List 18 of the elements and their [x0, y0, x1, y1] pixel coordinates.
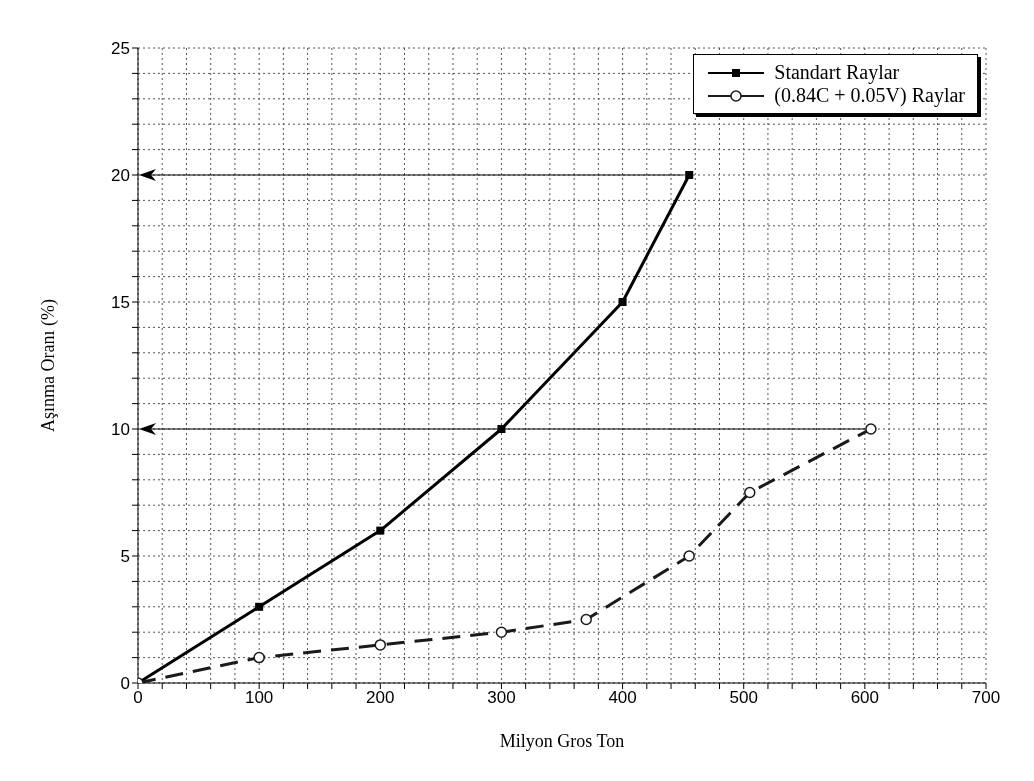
x-tick-label: 300 — [487, 688, 516, 708]
x-tick-label: 100 — [244, 688, 274, 708]
x-tick-label: 600 — [850, 688, 880, 708]
x-tick-label: 200 — [366, 688, 395, 708]
x-axis-title: Milyon Gros Ton — [499, 731, 625, 751]
legend-label: Standart Raylar — [774, 61, 900, 84]
x-tick-label: 0 — [133, 688, 143, 708]
y-tick-label: 0 — [120, 674, 130, 694]
x-tick-label: 500 — [729, 688, 758, 708]
x-tick-label: 700 — [971, 688, 1001, 708]
y-tick-label: 25 — [111, 39, 130, 59]
y-tick-label: 5 — [120, 547, 130, 567]
legend-label: (0.84C + 0.05V) Raylar — [774, 84, 965, 107]
y-axis-title: Aşınma Oranı (%) — [38, 299, 60, 432]
x-tick-label: 400 — [608, 688, 637, 708]
y-tick-label: 15 — [111, 293, 130, 313]
y-tick-label: 20 — [111, 166, 130, 186]
y-tick-label: 10 — [111, 420, 130, 440]
